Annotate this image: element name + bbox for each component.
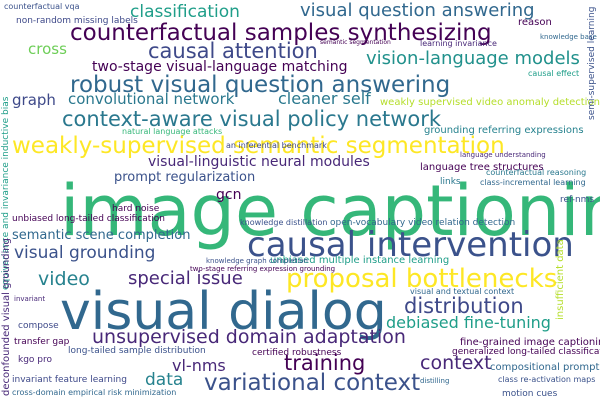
word-kgo-pro: kgo pro (18, 355, 53, 365)
word-ref-nms: ref-nms (560, 195, 595, 205)
word-open-vocabulary-video-relation-detection: open-vocabulary video relation detection (330, 218, 516, 228)
word-language-tree-structures: language tree structures (420, 162, 544, 173)
word-visual-and-textual-context: visual and textual context (410, 287, 515, 296)
word-distribution: distribution (404, 294, 524, 318)
word-knowledge-distillation: knowledge distillation (240, 218, 328, 227)
word-vision-language-models: vision-language models (366, 48, 580, 69)
word-visual-linguistic-neural-modules: visual-linguistic neural modules (148, 154, 370, 170)
word-learning-invariance: learning invariance (420, 39, 497, 48)
word-weakly-supervised-semantic-segmentation: weakly-supervised semantic segmentation (12, 133, 505, 159)
word-gcn: gcn (216, 187, 242, 203)
word-visual-question-answering: visual question answering (300, 0, 535, 21)
word-data: data (145, 370, 184, 390)
word-semantic-scene-completion: semantic scene completion (12, 228, 191, 243)
word-certified-robustness: certified robustness (252, 348, 342, 358)
word-compositional-prompt: compositional prompt (490, 362, 600, 373)
word-motion-cues: motion cues (502, 389, 558, 399)
word-unbiased-multiple-instance-learning: unbiased multiple instance learning (270, 255, 450, 266)
word-causal-attention: causal attention (148, 39, 318, 63)
word-class-re-activation-maps: class re-activation maps (498, 375, 596, 384)
word-an-inferential-benchmark: an inferential benchmark (226, 141, 327, 150)
word-long-tailed-sample-distribution: long-tailed sample distribution (68, 346, 206, 356)
word-context-aware-visual-policy-network: context-aware visual policy network (62, 107, 442, 131)
word-counterfactual-samples-synthesizing: counterfactual samples synthesizing (70, 20, 492, 46)
word-language-understanding: language understanding (460, 151, 546, 159)
word-natural-language-attacks: natural language attacks (122, 127, 223, 136)
word-special-issue: special issue (128, 268, 243, 289)
word-unsupervised-domain-adaptation: unsupervised domain adaptation (92, 326, 406, 348)
word-prompt-regularization: prompt regularization (114, 170, 256, 185)
word-counterfactual-reasoning: counterfactual reasoning (486, 168, 587, 177)
word-reason: reason (518, 17, 552, 28)
word-semi-supervised-learning: semi-supervised learning (587, 6, 597, 120)
word-graph: graph (12, 91, 56, 109)
word-unbiased-long-tailed-classification: unbiased long-tailed classification (12, 214, 165, 224)
word-cross-domain-empirical-risk-minimization: cross-domain empirical risk minimization (12, 388, 177, 397)
word-grounding-referring-expressions: grounding referring expressions (424, 125, 584, 136)
word-image-captioning: image captioning (60, 170, 600, 252)
word-causal-effect: causal effect (528, 69, 580, 78)
word-training: training (284, 351, 366, 375)
word-robust-vqa: robust visual question answering (70, 72, 451, 98)
word-non-random-missing-labels: non-random missing labels (16, 16, 138, 26)
word-counterfactual-vqa: counterfactual vqa (4, 2, 80, 11)
word-debiased-fine-tuning: debiased fine-tuning (386, 313, 551, 332)
word-fine-grained-image-captioning: fine-grained image captioning (460, 337, 600, 348)
word-links: links (440, 177, 461, 187)
word-convolutional-network: convolutional network (68, 90, 235, 108)
word-hard-noise: hard noise (112, 204, 160, 214)
word-context: context (420, 352, 492, 374)
word-class-incremental-learning: class-incremental learning (480, 178, 586, 187)
word-cross: cross (28, 40, 67, 58)
word-two-stage-vl-matching: two-stage visual-language matching (92, 59, 348, 75)
word-invariant: invariant (14, 295, 46, 303)
word-knowledge-base: knowledge base (540, 33, 597, 41)
word-cleaner-self: cleaner self (278, 89, 371, 108)
word-insufficient-data: insufficient data (555, 239, 566, 320)
word-distilling: distilling (420, 377, 450, 385)
word-transfer-gap: transfer gap (14, 337, 70, 347)
word-causal-intervention: causal intervention (247, 225, 574, 265)
word-two-stage-referring-expression-grounding: two-stage referring expression grounding (190, 265, 336, 273)
word-knowledge-graph-completion: knowledge graph completion (206, 257, 308, 265)
word-variational-context: variational context (204, 370, 421, 396)
word-proposal-bottlenecks: proposal bottlenecks (286, 264, 558, 294)
word-visual-grounding: visual grounding (14, 243, 156, 263)
word-video: video (38, 268, 90, 290)
word-semantic-segmentation: semantic segmentation (320, 39, 391, 46)
word-deconfounded-visual-grounding: deconfounded visual grounding (1, 238, 12, 396)
word-classification: classification (130, 2, 240, 22)
word-visual-dialog: visual dialog (60, 282, 387, 342)
word-weakly-supervised-video-anomaly-detection: weakly supervised video anomaly detectio… (380, 97, 600, 108)
word-compose: compose (18, 321, 59, 331)
word-generalized-long-tailed-classification: generalized long-tailed classification (452, 347, 600, 357)
word-invariant-feature-learning: invariant feature learning (12, 375, 127, 385)
word-vl-nms: vl-nms (172, 356, 226, 375)
